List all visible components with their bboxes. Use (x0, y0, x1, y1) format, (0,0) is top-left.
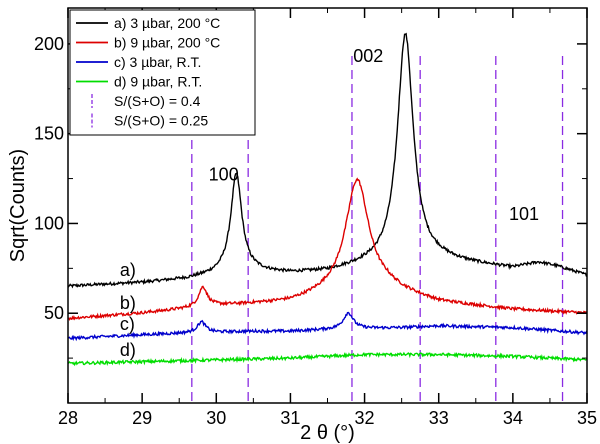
legend-label: d) 9 µbar, R.T. (114, 74, 202, 90)
x-tick-label: 31 (280, 408, 300, 428)
y-tick-label: 150 (34, 124, 64, 144)
series-line-1 (67, 32, 588, 289)
x-axis-title: 2 θ (°) (300, 422, 355, 444)
peak-labels: 100 002 101 (209, 46, 539, 224)
x-tick-label: 35 (577, 408, 597, 428)
series-curves (67, 32, 588, 367)
peak-label-002: 002 (353, 46, 383, 66)
series-line-3 (67, 311, 588, 342)
x-tick-label: 33 (429, 408, 449, 428)
series-line-2 (67, 177, 588, 321)
x-tick-label: 34 (503, 408, 523, 428)
legend-label: c) 3 µbar, R.T. (114, 54, 201, 70)
series-line-4 (67, 351, 588, 367)
legend: a) 3 µbar, 200 °C b) 9 µbar, 200 °C c) 3 µ… (69, 9, 256, 136)
legend-label: b) 9 µbar, 200 °C (114, 35, 220, 51)
x-tick-label: 28 (58, 408, 78, 428)
x-tick-label: 32 (355, 408, 375, 428)
series-tags: a) b)c) d) (120, 260, 136, 360)
axis-tick-labels: 28 29 30 31 32 33 34 35 50 100 150 200 (34, 34, 597, 428)
legend-label: S/(S+O) = 0.25 (114, 113, 208, 129)
series-tag-2: b) (120, 293, 136, 313)
peak-label-101: 101 (509, 204, 539, 224)
series-tag-1: a) (120, 260, 136, 280)
y-axis-title: Sqrt(Counts) (7, 149, 29, 262)
peak-label-100: 100 (209, 164, 239, 184)
series-tag-4: d) (120, 340, 136, 360)
y-tick-label: 50 (44, 303, 64, 323)
y-tick-label: 200 (34, 34, 64, 54)
x-tick-label: 29 (132, 408, 152, 428)
x-tick-label: 30 (206, 408, 226, 428)
series-tag-3: c) (120, 314, 135, 334)
legend-label: S/(S+O) = 0.4 (114, 93, 201, 109)
legend-box (69, 9, 256, 136)
y-tick-label: 100 (34, 213, 64, 233)
legend-label: a) 3 µbar, 200 °C (114, 15, 220, 31)
